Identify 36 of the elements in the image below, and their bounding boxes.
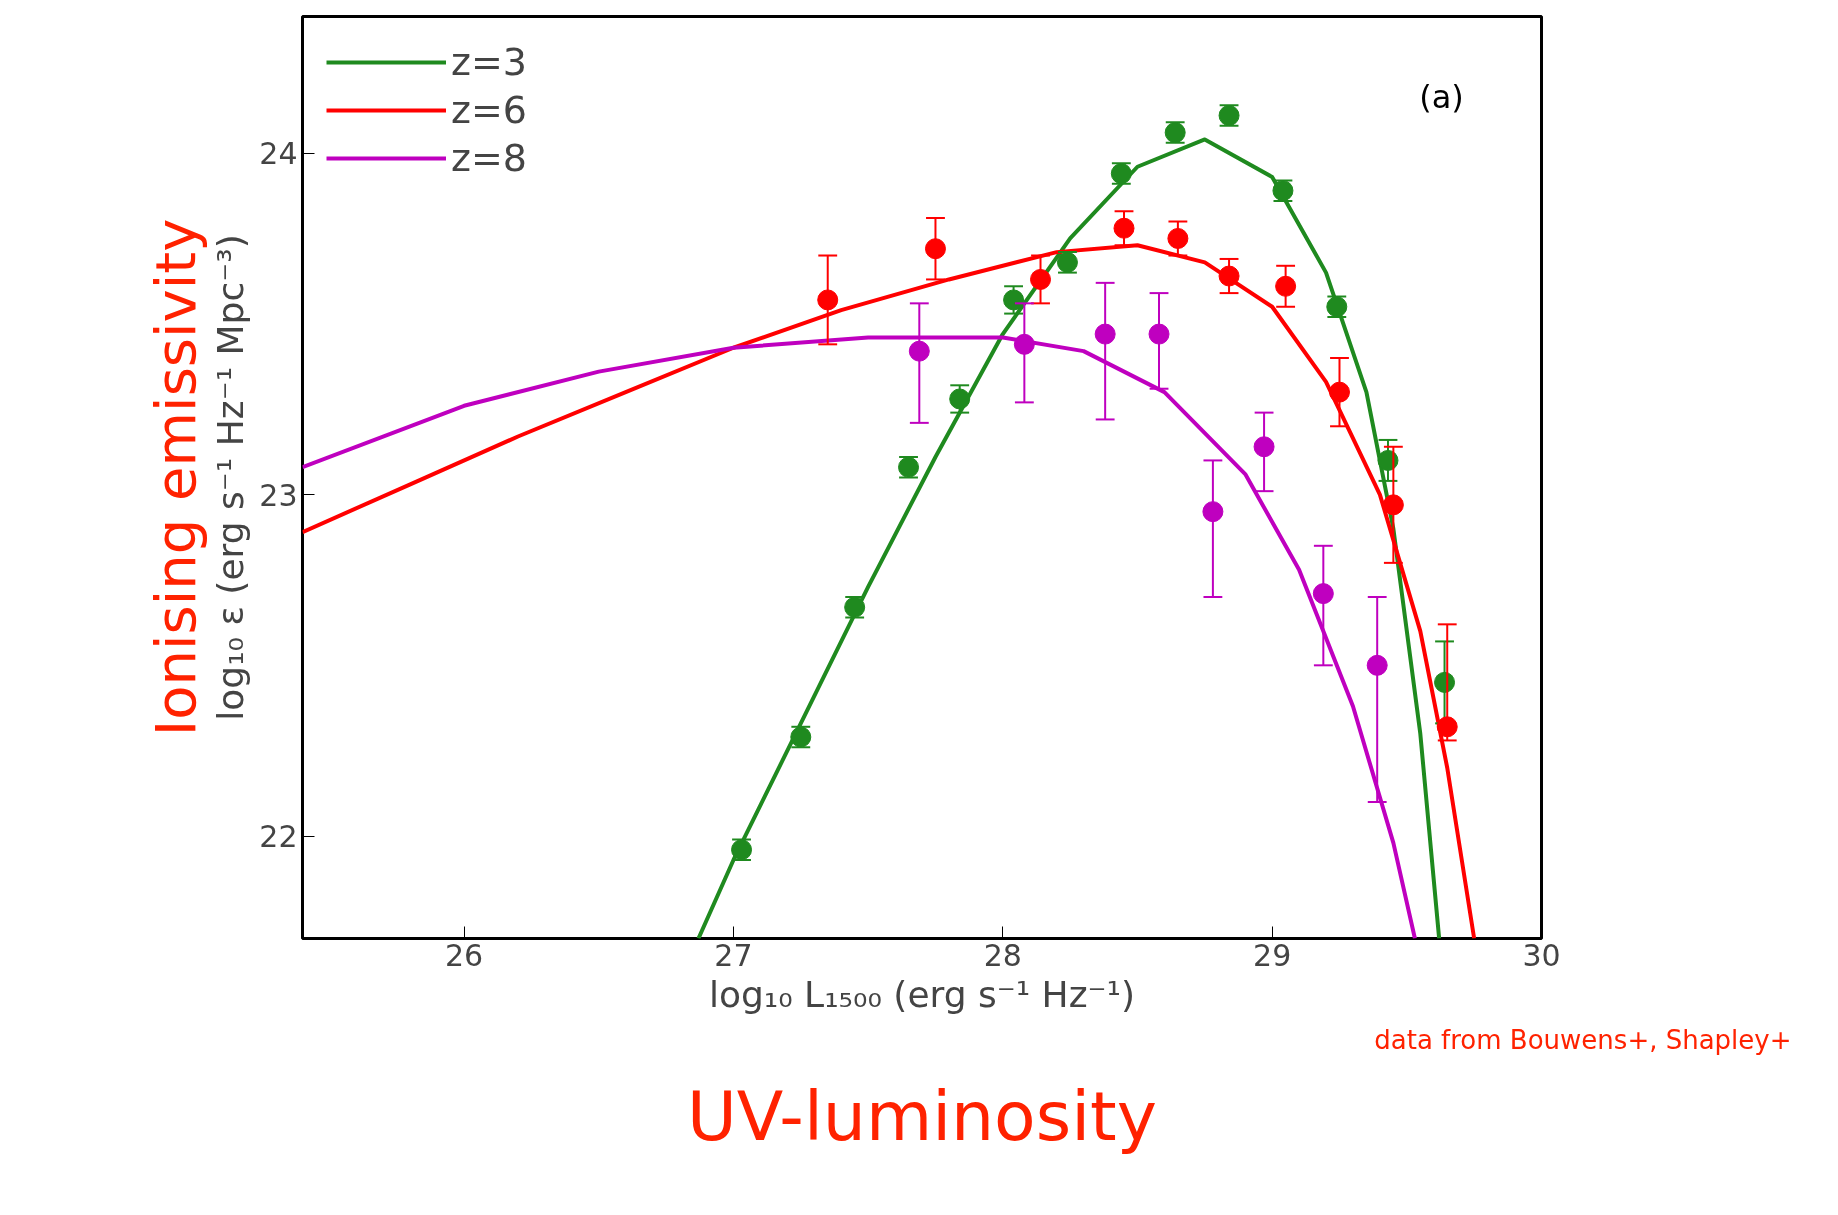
point bbox=[1167, 227, 1189, 249]
annotation: (a) bbox=[1419, 77, 1464, 116]
point bbox=[1382, 494, 1404, 516]
point bbox=[908, 340, 930, 362]
legend-label: z=6 bbox=[451, 88, 527, 132]
x-tick-label: 26 bbox=[445, 937, 484, 973]
point bbox=[1328, 381, 1350, 403]
point bbox=[1202, 501, 1224, 523]
point bbox=[1030, 268, 1052, 290]
point bbox=[1094, 323, 1116, 345]
text: Ionising emissivity bbox=[142, 218, 208, 737]
point bbox=[924, 238, 946, 260]
text: UV-luminosity bbox=[687, 1076, 1157, 1156]
x-tick-label: 29 bbox=[1253, 937, 1292, 973]
y-axis-title: log₁₀ ε (erg s⁻¹ Hz⁻¹ Mpc⁻³) bbox=[210, 234, 252, 721]
text: data from Bouwens+, Shapley+ bbox=[1374, 1024, 1792, 1055]
point bbox=[1436, 716, 1458, 738]
point bbox=[1113, 217, 1135, 239]
point bbox=[1366, 654, 1388, 676]
legend-label: z=3 bbox=[451, 40, 527, 84]
x-tick-label: 27 bbox=[714, 937, 753, 973]
y-tick-label: 22 bbox=[259, 819, 298, 855]
x-tick-label: 28 bbox=[983, 937, 1022, 973]
line-series bbox=[696, 137, 1442, 939]
point bbox=[817, 289, 839, 311]
point bbox=[1013, 333, 1035, 355]
point bbox=[1275, 275, 1297, 297]
point bbox=[1312, 583, 1334, 605]
x-tick-label: 30 bbox=[1522, 937, 1561, 973]
y-tick-label: 24 bbox=[259, 136, 298, 172]
point bbox=[1218, 265, 1240, 287]
y-tick-label: 23 bbox=[259, 477, 298, 513]
x-axis-title: log₁₀ L₁₅₀₀ (erg s⁻¹ Hz⁻¹) bbox=[708, 973, 1136, 1015]
point bbox=[1148, 323, 1170, 345]
point bbox=[1253, 436, 1275, 458]
legend-label: z=8 bbox=[451, 136, 527, 180]
